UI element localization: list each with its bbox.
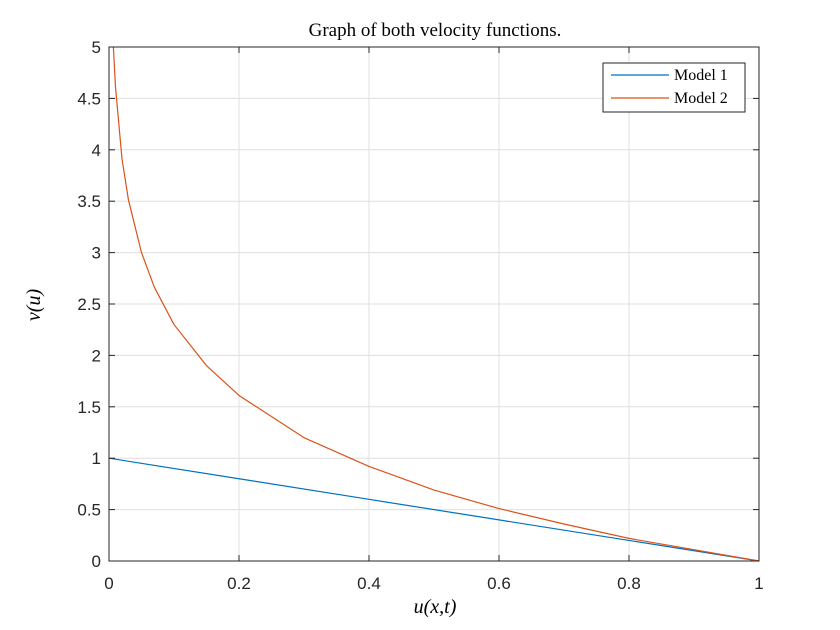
x-tick-label: 0 (104, 574, 113, 593)
y-tick-label: 2.5 (77, 295, 101, 314)
y-tick-label: 5 (92, 38, 101, 57)
y-tick-label: 0 (92, 552, 101, 571)
x-tick-label: 0.6 (487, 574, 511, 593)
y-axis-ticks: 0 0.5 1 1.5 2 2.5 3 3.5 4 4.5 5 (77, 38, 759, 571)
x-axis-ticks: 0 0.2 0.4 0.6 0.8 1 (104, 47, 764, 593)
x-tick-label: 0.4 (357, 574, 381, 593)
y-tick-label: 4 (92, 141, 101, 160)
y-tick-label: 1 (92, 449, 101, 468)
legend-label: Model 1 (674, 67, 728, 84)
y-tick-label: 2 (92, 346, 101, 365)
series-line-2 (112, 46, 760, 562)
x-tick-label: 1 (754, 574, 763, 593)
y-tick-label: 1.5 (77, 398, 101, 417)
y-axis-label: v(u) (23, 289, 45, 322)
y-tick-label: 3 (92, 244, 101, 263)
x-tick-label: 0.2 (227, 574, 251, 593)
legend-box (602, 62, 746, 113)
x-axis-label: u(x,t) (414, 596, 457, 618)
chart-title: Graph of both velocity functions. (309, 20, 562, 41)
x-tick-label: 0.8 (617, 574, 641, 593)
y-tick-label: 4.5 (77, 89, 101, 108)
y-tick-label: 0.5 (77, 501, 101, 520)
legend: Model 1 Model 2 (602, 62, 746, 113)
series-line-1 (108, 457, 760, 562)
series-lines (108, 46, 760, 562)
legend-label: Model 2 (674, 90, 728, 107)
y-tick-label: 3.5 (77, 192, 101, 211)
